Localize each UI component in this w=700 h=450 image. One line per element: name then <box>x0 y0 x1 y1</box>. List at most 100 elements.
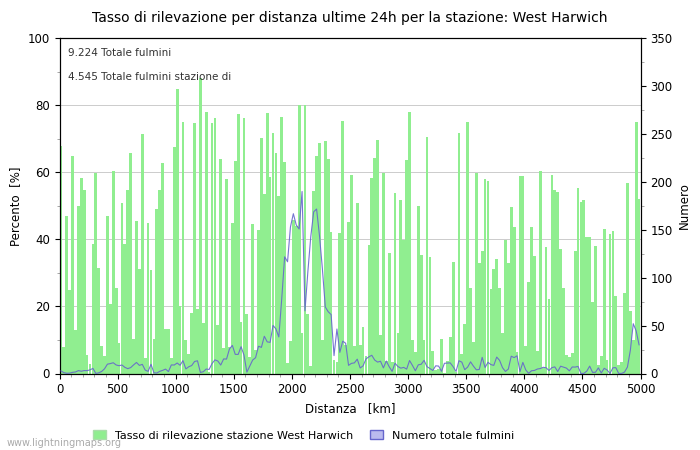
Bar <box>196 309 199 374</box>
Bar <box>83 189 85 374</box>
Bar <box>153 339 155 374</box>
Bar <box>167 328 170 374</box>
Bar <box>498 288 501 373</box>
Bar <box>150 270 153 374</box>
Bar <box>246 314 248 374</box>
Bar <box>434 370 437 374</box>
Bar <box>254 351 257 374</box>
Bar <box>496 259 498 374</box>
Bar <box>292 220 295 374</box>
Bar <box>123 244 126 374</box>
Bar <box>199 78 202 374</box>
Bar <box>592 302 594 373</box>
Bar <box>170 358 173 374</box>
Bar <box>597 365 600 374</box>
Bar <box>620 362 623 373</box>
Bar <box>178 306 181 374</box>
Bar <box>92 244 94 374</box>
Bar <box>545 247 547 374</box>
Bar <box>62 346 65 374</box>
Bar <box>486 181 489 374</box>
Bar <box>103 356 106 373</box>
Bar <box>481 251 484 374</box>
Bar <box>158 190 161 374</box>
Bar <box>344 345 347 374</box>
Bar <box>219 159 222 374</box>
Bar <box>109 305 112 374</box>
Bar <box>281 117 283 374</box>
Bar <box>234 161 237 374</box>
Bar <box>173 147 176 374</box>
Bar <box>536 351 539 374</box>
Bar <box>208 372 211 374</box>
Bar <box>144 358 146 373</box>
Y-axis label: Numero: Numero <box>678 182 691 230</box>
Bar <box>469 288 472 374</box>
Bar <box>571 353 573 373</box>
Bar <box>608 234 611 374</box>
Bar <box>239 322 242 374</box>
Bar <box>594 246 597 374</box>
Bar <box>214 118 216 374</box>
Bar <box>426 137 428 374</box>
Bar <box>269 177 272 374</box>
Bar <box>582 200 585 374</box>
Bar <box>362 328 365 373</box>
Bar <box>402 240 405 374</box>
Bar <box>507 263 510 374</box>
Bar <box>379 335 382 374</box>
Bar <box>542 368 545 374</box>
Text: Tasso di rilevazione per distanza ultime 24h per la stazione: West Harwich: Tasso di rilevazione per distanza ultime… <box>92 11 608 25</box>
Bar <box>347 221 350 374</box>
Bar <box>428 256 431 374</box>
Bar <box>205 112 208 374</box>
Bar <box>365 356 368 374</box>
Bar <box>161 163 164 374</box>
Bar <box>69 290 71 374</box>
Bar <box>147 224 150 374</box>
Bar <box>638 199 640 374</box>
Bar <box>155 209 158 374</box>
Bar <box>368 245 370 374</box>
Bar <box>370 178 373 374</box>
Bar <box>277 196 280 374</box>
Bar <box>65 216 68 374</box>
Bar <box>251 224 254 374</box>
Bar <box>135 221 138 374</box>
Bar <box>332 360 335 374</box>
Bar <box>353 346 356 374</box>
Bar <box>635 122 638 374</box>
Bar <box>449 337 452 374</box>
Bar <box>408 112 411 374</box>
Bar <box>193 123 196 374</box>
Bar <box>85 355 88 374</box>
Bar <box>475 173 477 374</box>
Bar <box>324 141 327 374</box>
Bar <box>185 340 187 374</box>
Bar <box>417 207 419 374</box>
Bar <box>260 138 262 374</box>
Bar <box>231 223 234 374</box>
Bar <box>132 339 135 374</box>
Bar <box>106 216 108 374</box>
Bar <box>77 206 80 374</box>
Bar <box>289 341 292 373</box>
Bar <box>188 354 190 374</box>
Bar <box>356 203 358 374</box>
Bar <box>350 176 353 374</box>
Bar <box>585 237 588 374</box>
Bar <box>574 251 577 374</box>
Bar <box>580 202 582 374</box>
Bar <box>272 133 274 374</box>
Bar <box>420 255 423 374</box>
Bar <box>138 269 141 374</box>
Bar <box>89 364 92 373</box>
Text: www.lightningmaps.org: www.lightningmaps.org <box>7 438 122 448</box>
Bar <box>94 173 97 374</box>
Bar <box>71 156 74 374</box>
Bar <box>612 231 615 374</box>
Bar <box>307 314 309 374</box>
Bar <box>577 188 580 374</box>
Bar <box>603 229 606 374</box>
Bar <box>501 333 504 374</box>
